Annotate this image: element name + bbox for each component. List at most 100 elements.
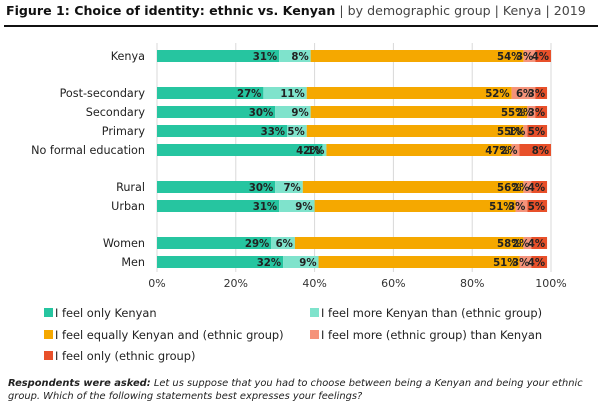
legend-swatch bbox=[44, 308, 53, 317]
category-label: No formal education bbox=[31, 144, 145, 157]
data-label: 4% bbox=[528, 239, 545, 250]
legend-swatch bbox=[44, 351, 53, 360]
bar-segment bbox=[523, 125, 528, 137]
bar-segment bbox=[157, 87, 264, 99]
bar-segment bbox=[519, 256, 532, 268]
bar-segment bbox=[294, 237, 524, 249]
data-label: 33% bbox=[261, 127, 285, 138]
bar-segment bbox=[523, 181, 532, 193]
chart-title-subtitle: | by demographic group | Kenya | 2019 bbox=[335, 3, 586, 18]
bar-segment bbox=[527, 106, 536, 118]
data-label: 30% bbox=[249, 183, 273, 194]
bar-segment bbox=[531, 237, 548, 249]
bar-segment bbox=[535, 50, 551, 62]
data-label: 9% bbox=[291, 108, 308, 119]
bar-segment bbox=[306, 125, 524, 137]
data-label: 1% bbox=[508, 127, 525, 138]
bar-segment bbox=[157, 237, 272, 249]
data-label: 51% bbox=[493, 258, 517, 269]
data-label: 2% bbox=[512, 239, 529, 250]
bar-segment bbox=[306, 87, 512, 99]
category-label: Post-secondary bbox=[60, 87, 146, 100]
bar-segment bbox=[310, 106, 528, 118]
data-label: 5% bbox=[528, 127, 545, 138]
data-label: 4% bbox=[532, 52, 549, 63]
footnote: Respondents were asked: Let us suppose t… bbox=[8, 377, 598, 403]
bar-segment bbox=[271, 237, 295, 249]
bar-segment bbox=[157, 50, 280, 62]
data-label: 55% bbox=[501, 108, 525, 119]
title-divider bbox=[4, 25, 598, 27]
legend-label: I feel only (ethnic group) bbox=[55, 349, 195, 363]
data-label: 8% bbox=[532, 146, 549, 157]
bar-segment bbox=[287, 125, 307, 137]
bar-segment bbox=[263, 87, 307, 99]
bar-segment bbox=[157, 256, 284, 268]
bar-segment bbox=[318, 256, 520, 268]
chart-title: Figure 1: Choice of identity: ethnic vs.… bbox=[6, 3, 600, 18]
legend-swatch bbox=[44, 330, 53, 339]
data-label: 4% bbox=[528, 258, 545, 269]
data-label: 3% bbox=[508, 202, 525, 213]
data-label: 1% bbox=[307, 146, 324, 157]
bar-segment bbox=[519, 144, 551, 156]
bar-segment bbox=[322, 144, 327, 156]
data-label: 31% bbox=[253, 52, 277, 63]
data-label: 52% bbox=[485, 89, 509, 100]
chart-title-main: Figure 1: Choice of identity: ethnic vs.… bbox=[6, 3, 336, 18]
bar-segment bbox=[527, 200, 548, 212]
legend-label: I feel only Kenyan bbox=[55, 306, 157, 320]
bar-segment bbox=[279, 200, 315, 212]
category-label: Urban bbox=[111, 200, 145, 213]
data-label: 2% bbox=[512, 183, 529, 194]
legend-label: I feel equally Kenyan and (ethnic group) bbox=[55, 328, 284, 342]
bar-segment bbox=[302, 181, 524, 193]
bar-segment bbox=[511, 144, 520, 156]
bar-segment bbox=[275, 106, 311, 118]
bar-segment bbox=[279, 50, 311, 62]
category-label: Kenya bbox=[111, 50, 145, 63]
bar-segment bbox=[310, 50, 524, 62]
bar-segment bbox=[535, 106, 548, 118]
x-tick-label: 60% bbox=[381, 277, 405, 290]
x-tick-label: 20% bbox=[224, 277, 248, 290]
data-label: 5% bbox=[528, 202, 545, 213]
bar-segment bbox=[523, 50, 536, 62]
category-label: Women bbox=[103, 237, 145, 250]
data-label: 9% bbox=[295, 202, 312, 213]
data-label: 29% bbox=[245, 239, 269, 250]
bar-segment bbox=[527, 125, 548, 137]
data-label: 11% bbox=[280, 89, 304, 100]
bar-segment bbox=[157, 181, 276, 193]
legend-label: I feel more Kenyan than (ethnic group) bbox=[321, 306, 542, 320]
data-label: 54% bbox=[497, 52, 521, 63]
x-tick-label: 80% bbox=[460, 277, 484, 290]
data-label: 3% bbox=[528, 89, 545, 100]
data-label: 32% bbox=[257, 258, 281, 269]
data-label: 7% bbox=[283, 183, 300, 194]
data-label: 5% bbox=[287, 127, 304, 138]
bar-segment bbox=[535, 87, 548, 99]
bar-segment bbox=[157, 200, 280, 212]
data-label: 31% bbox=[253, 202, 277, 213]
bar-segment bbox=[511, 87, 536, 99]
data-label: 51% bbox=[489, 202, 513, 213]
footnote-text: Let us suppose that you had to choose be… bbox=[8, 378, 583, 402]
x-tick-label: 0% bbox=[148, 277, 165, 290]
data-label: 6% bbox=[276, 239, 293, 250]
category-label: Rural bbox=[116, 181, 145, 194]
data-label: 2% bbox=[516, 108, 533, 119]
data-label: 58% bbox=[497, 239, 521, 250]
data-label: 42% bbox=[296, 146, 320, 157]
x-tick-label: 100% bbox=[535, 277, 566, 290]
bar-segment bbox=[523, 237, 532, 249]
bar-segment bbox=[157, 144, 323, 156]
data-label: 3% bbox=[512, 258, 529, 269]
data-label: 47% bbox=[485, 146, 509, 157]
data-label: 30% bbox=[249, 108, 273, 119]
data-label: 3% bbox=[528, 108, 545, 119]
data-label: 2% bbox=[500, 146, 517, 157]
bar-segment bbox=[531, 256, 548, 268]
bar-segment bbox=[314, 200, 516, 212]
legend-swatch bbox=[310, 330, 319, 339]
